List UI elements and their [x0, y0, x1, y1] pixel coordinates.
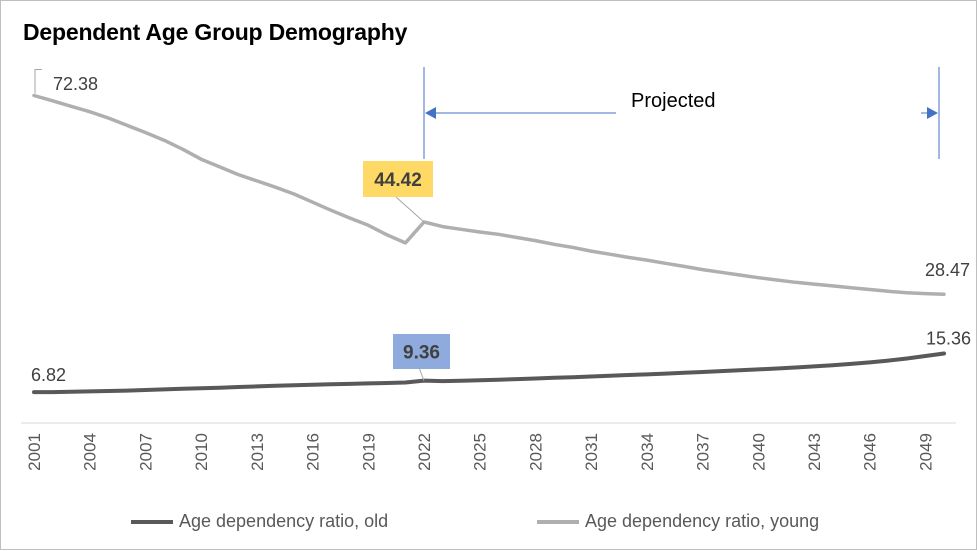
x-tick-label: 2004: [81, 433, 100, 471]
x-tick-label: 2031: [582, 433, 601, 471]
legend-item-old: Age dependency ratio, old: [131, 511, 388, 532]
x-tick-label: 2007: [136, 433, 155, 471]
data-label-leader: [419, 368, 425, 381]
data-label: 72.38: [53, 74, 98, 94]
x-tick-label: 2001: [25, 433, 44, 471]
data-label: 44.42: [374, 170, 422, 191]
data-label-leader: [34, 68, 42, 94]
data-label: 6.82: [31, 365, 66, 385]
data-label: 15.36: [926, 328, 971, 348]
projected-label: Projected: [631, 90, 716, 112]
x-tick-label: 2010: [192, 433, 211, 471]
x-tick-label: 2034: [638, 433, 657, 471]
data-label-leader: [395, 196, 425, 223]
legend-item-young: Age dependency ratio, young: [537, 511, 819, 532]
x-tick-label: 2016: [304, 433, 323, 471]
data-label: 9.36: [403, 343, 440, 364]
x-tick-label: 2019: [359, 433, 378, 471]
legend: Age dependency ratio, old Age dependency…: [1, 511, 976, 539]
data-label-box: [393, 334, 450, 369]
x-tick-label: 2025: [471, 433, 490, 471]
x-tick-label: 2043: [805, 433, 824, 471]
projected-arrow-right-head: [927, 107, 938, 119]
series-line-old: [32, 351, 946, 395]
data-label: 28.47: [925, 260, 970, 280]
series-line-young: [32, 93, 946, 296]
legend-swatch-old: [131, 519, 173, 524]
chart-title: Dependent Age Group Demography: [23, 19, 408, 45]
legend-label-young: Age dependency ratio, young: [585, 511, 820, 531]
x-tick-label: 2013: [248, 433, 267, 471]
projected-arrow-left-head: [425, 107, 436, 119]
x-tick-label: 2046: [861, 433, 880, 471]
legend-swatch-young: [537, 519, 579, 524]
legend-label-old: Age dependency ratio, old: [179, 511, 389, 531]
x-tick-label: 2040: [749, 433, 768, 471]
x-tick-label: 2037: [694, 433, 713, 471]
x-tick-label: 2022: [415, 433, 434, 471]
data-label-box: [363, 161, 433, 197]
x-tick-label: 2049: [916, 433, 935, 471]
x-tick-label: 2028: [526, 433, 545, 471]
